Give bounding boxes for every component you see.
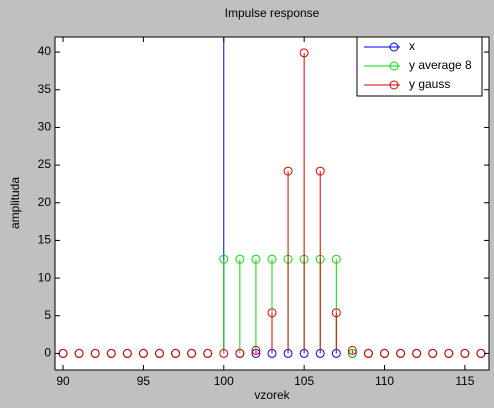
stem-marker bbox=[347, 348, 357, 358]
y-tick-label: 5 bbox=[44, 308, 51, 322]
stem-marker bbox=[331, 254, 341, 264]
stem-marker bbox=[90, 348, 100, 358]
legend-label: x bbox=[409, 39, 415, 53]
stem-marker bbox=[363, 348, 373, 358]
stem-marker bbox=[138, 348, 148, 358]
stem-marker bbox=[251, 345, 261, 355]
x-tick-label: 110 bbox=[375, 374, 394, 388]
stem-marker bbox=[154, 348, 164, 358]
y-tick-label: 15 bbox=[38, 233, 52, 247]
chart-title: Impulse response bbox=[225, 6, 320, 20]
stem-marker bbox=[347, 345, 357, 355]
y-tick-label: 0 bbox=[44, 346, 51, 360]
x-axis-label: vzorek bbox=[254, 388, 290, 402]
stem-marker bbox=[412, 348, 422, 358]
stem-marker bbox=[74, 348, 84, 358]
stem-marker bbox=[267, 254, 277, 264]
stem-marker bbox=[460, 348, 470, 358]
x-tick-label: 95 bbox=[137, 374, 151, 388]
stem-marker bbox=[171, 348, 181, 358]
stem-marker bbox=[187, 348, 197, 358]
stem-marker bbox=[106, 348, 116, 358]
stem-marker bbox=[428, 348, 438, 358]
legend-label: y gauss bbox=[409, 77, 450, 91]
y-tick-label: 35 bbox=[38, 82, 52, 96]
x-tick-label: 90 bbox=[56, 374, 70, 388]
stem-marker bbox=[283, 166, 293, 176]
y-tick-label: 20 bbox=[38, 195, 52, 209]
y-tick-label: 40 bbox=[38, 44, 52, 58]
legend-marker bbox=[389, 42, 399, 52]
stem-marker bbox=[331, 308, 341, 318]
stem-marker bbox=[299, 48, 309, 58]
stem-marker bbox=[235, 254, 245, 264]
stem-marker bbox=[267, 308, 277, 318]
y-axis-label: amplituda bbox=[8, 177, 22, 229]
legend-marker bbox=[389, 80, 399, 90]
legend-marker bbox=[389, 61, 399, 71]
y-tick-label: 25 bbox=[38, 157, 52, 171]
stem-marker bbox=[315, 166, 325, 176]
stem-marker bbox=[203, 348, 213, 358]
stem-marker bbox=[122, 348, 132, 358]
y-tick-label: 30 bbox=[38, 120, 52, 134]
stem-marker bbox=[396, 348, 406, 358]
stem-marker bbox=[251, 254, 261, 264]
stem-marker bbox=[219, 348, 229, 358]
x-tick-label: 100 bbox=[214, 374, 234, 388]
stem-marker bbox=[235, 348, 245, 358]
x-tick-label: 115 bbox=[455, 374, 474, 388]
y-tick-label: 10 bbox=[38, 270, 52, 284]
legend-label: y average 8 bbox=[409, 58, 472, 72]
stem-marker bbox=[444, 348, 454, 358]
x-tick-label: 105 bbox=[294, 374, 314, 388]
stem-marker bbox=[219, 254, 229, 264]
plot-content bbox=[58, 37, 486, 358]
stem-marker bbox=[380, 348, 390, 358]
